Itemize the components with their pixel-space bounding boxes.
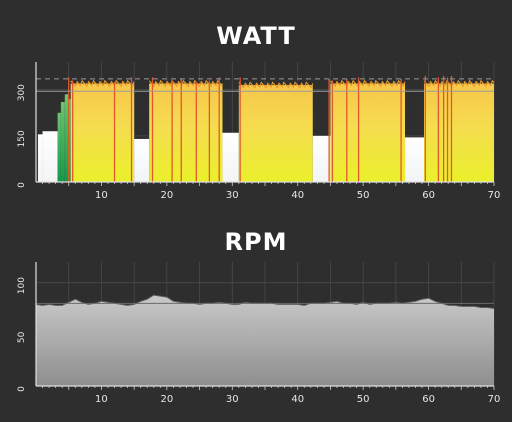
watt-y-tick-label: 0 (17, 182, 27, 188)
watt-segment-edge (148, 79, 223, 88)
watt-area (37, 79, 495, 182)
watt-segment-edge (238, 81, 314, 89)
watt-x-tick-label: 60 (422, 190, 435, 201)
watt-segment-edge (330, 79, 406, 88)
rpm-x-tick-label: 70 (488, 394, 501, 405)
rpm-x-tick-label: 60 (422, 394, 435, 405)
watt-x-tick-label: 50 (357, 190, 370, 201)
watt-segment-bar (423, 83, 494, 182)
watt-axes (35, 62, 495, 186)
watt-segment-bar (42, 131, 58, 182)
watt-y-ticks: 0 150 300 (17, 84, 27, 188)
watt-x-ticks: 10 20 30 40 50 60 70 (95, 190, 500, 201)
watt-segment-bar (70, 83, 135, 182)
rpm-x-tick-label: 10 (95, 394, 108, 405)
rpm-x-tick-label: 20 (160, 394, 173, 405)
watt-x-tick-label: 20 (160, 190, 173, 201)
watt-chart-title: WATT (216, 22, 295, 50)
watt-segment-edge (70, 79, 135, 88)
rpm-y-tick-label: 0 (17, 386, 27, 392)
watt-segment-bar (64, 94, 69, 182)
rpm-x-tick-label: 30 (226, 394, 239, 405)
watt-segment-bar (405, 137, 424, 182)
watt-x-tick-label: 30 (226, 190, 239, 201)
watt-reference-lines (36, 78, 494, 92)
rpm-x-ticks: 10 20 30 40 50 60 70 (95, 394, 500, 405)
watt-segment-bar (238, 85, 313, 182)
watt-segment-bar (312, 135, 331, 182)
watt-x-tick-label: 70 (488, 190, 501, 201)
rpm-area-fill (36, 295, 494, 386)
watt-segment-bar (330, 83, 406, 182)
rpm-area (35, 294, 495, 386)
rpm-x-tick-label: 40 (291, 394, 304, 405)
watt-x-tick-label: 10 (95, 190, 108, 201)
rpm-y-tick-label: 50 (17, 331, 27, 343)
watt-chart: WATT 10 20 30 40 50 60 70 0 150 300 (17, 22, 500, 201)
watt-segment-bar (37, 134, 43, 182)
watt-segment-bar (149, 83, 223, 182)
watt-spikes (68, 75, 453, 182)
watt-segment-bar (134, 138, 150, 182)
rpm-y-ticks: 0 50 100 (17, 277, 27, 392)
watt-segment-bar (68, 98, 71, 182)
watt-segment-bar (222, 132, 239, 182)
watt-y-tick-label: 300 (17, 84, 27, 101)
rpm-x-tick-label: 50 (357, 394, 370, 405)
watt-y-tick-label: 150 (17, 130, 27, 147)
watt-segment-edge (423, 79, 495, 88)
rpm-axes (35, 262, 495, 390)
watt-x-tick-label: 40 (291, 190, 304, 201)
rpm-chart: RPM 10 20 30 40 50 60 70 0 50 100 (17, 228, 500, 405)
rpm-y-tick-label: 100 (17, 277, 27, 294)
watt-segment-bar (60, 102, 65, 182)
watt-segment-bar (57, 112, 61, 182)
rpm-chart-title: RPM (225, 228, 288, 256)
